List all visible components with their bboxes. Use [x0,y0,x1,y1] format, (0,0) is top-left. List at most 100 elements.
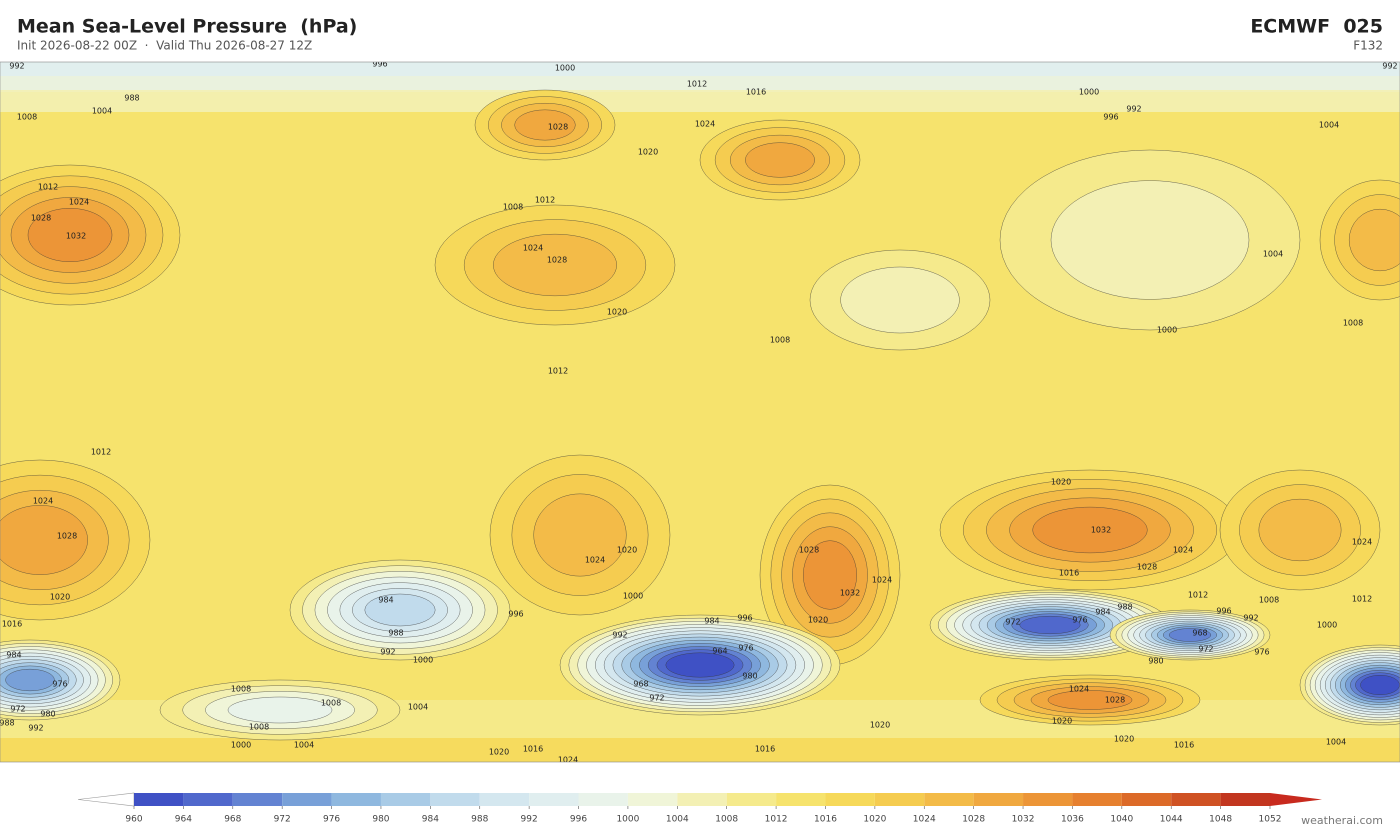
contour-label: 1024 [33,497,53,506]
pressure-band [0,62,1400,76]
pressure-system [1258,498,1342,562]
pressure-system [1168,628,1212,642]
contour-label: 996 [508,610,523,619]
contour-label: 996 [1103,113,1118,122]
contour-label: 1016 [523,745,543,754]
colorbar-box [973,793,1024,806]
contour-label: 1024 [69,198,89,207]
contour-label: 992 [28,724,43,733]
contour-label: 1020 [808,616,828,625]
colorbar-tick-label: 1044 [1160,815,1183,825]
colorbar: 960 964 968 972 976 980 984 988 992 996 1000 1004 10… [77,792,1322,825]
contour-label: 972 [1198,645,1213,654]
colorbar-box [776,793,826,806]
contour-label: 984 [704,617,719,626]
contour-label: 1028 [1105,696,1125,705]
colorbar-tick-label: 984 [422,815,439,825]
colorbar-over [1270,793,1322,806]
pressure-system [1047,690,1133,710]
colorbar-box [380,793,431,806]
contour-label: 992 [1243,614,1258,623]
contour-label: 1008 [321,699,341,708]
contour-label: 1016 [746,88,766,97]
contour-label: 1000 [413,656,433,665]
pressure-system [1032,506,1148,554]
contour-label: 1032 [1091,526,1111,535]
map: 992 996 1000 992 988 1004 1008 1012 1016 1000 992 9… [0,62,1400,765]
contour-label: 1024 [695,120,715,129]
contour-label: 1020 [50,593,70,602]
contour-label: 988 [1117,603,1132,612]
contour-label: 1028 [799,546,819,555]
model: ECMWF 025 [1250,16,1383,38]
contour-label: 984 [378,596,393,605]
contour-label: 1000 [623,592,643,601]
colorbar-tick-label: 1016 [814,815,837,825]
contour-label: 1008 [1259,596,1279,605]
contour-label: 1028 [1137,563,1157,572]
colorbar-box [479,793,530,806]
contour-label: 1020 [870,721,890,730]
contour-label: 1020 [607,308,627,317]
colorbar-tick-label: 1020 [863,815,886,825]
contour-label: 976 [1254,648,1269,657]
contour-label: 980 [742,672,757,681]
contour-label: 988 [388,629,403,638]
contour-label: 1012 [687,80,707,89]
contour-label: 968 [1192,629,1207,638]
pressure-system [745,142,815,178]
colorbar-tick-label: 968 [224,815,241,825]
contour-label: 1000 [1079,88,1099,97]
colorbar-tick-label: 1000 [616,815,639,825]
contour-label: 1000 [1157,326,1177,335]
colorbar-box [874,793,925,806]
pressure-system [493,233,617,297]
contour-label: 1004 [92,107,112,116]
contour-label: 1000 [555,64,575,73]
contour-label: 1016 [1059,569,1079,578]
contour-label: 992 [1126,105,1141,114]
colorbar-tick-label: 992 [521,815,538,825]
colorbar-box [183,793,233,806]
colorbar-tick-label: 1036 [1061,815,1084,825]
contour-label: 1016 [1174,741,1194,750]
contour-label: 1012 [548,367,568,376]
pressure-system [514,109,576,141]
contour-label: 1028 [31,214,51,223]
contour-label: 1016 [2,620,22,629]
pressure-system [1019,615,1081,635]
colorbar-box [232,793,283,806]
colorbar-tick-label: 988 [471,815,488,825]
colorbar-box [1220,793,1270,806]
contour-label: 1008 [231,685,251,694]
colorbar-box [134,793,184,806]
pressure-system [364,593,436,627]
contour-label: 1012 [38,183,58,192]
contour-label: 1024 [585,556,605,565]
contour-label: 992 [1382,62,1397,71]
contour-label: 1020 [617,546,637,555]
contour-label: 1024 [558,756,578,765]
contour-label: 1000 [231,741,251,750]
contour-label: 968 [633,680,648,689]
pressure-system [665,652,735,678]
contour-label: 992 [612,631,627,640]
colorbar-box [1072,793,1122,806]
pressure-system [27,208,113,262]
colorbar-box [331,793,381,806]
contour-label: 1008 [503,203,523,212]
pressure-system [0,505,88,575]
pressure-system [1050,180,1250,300]
contour-label: 984 [6,651,21,660]
colorbar-tick-label: 960 [125,815,142,825]
contour-label: 1032 [840,589,860,598]
contour-label: 996 [1216,607,1231,616]
contour-label: 1024 [1173,546,1193,555]
colorbar-tick-label: 980 [372,815,389,825]
colorbar-box [677,793,727,806]
contour-label: 1004 [294,741,314,750]
contour-label: 1012 [1188,591,1208,600]
colorbar-box [430,793,480,806]
